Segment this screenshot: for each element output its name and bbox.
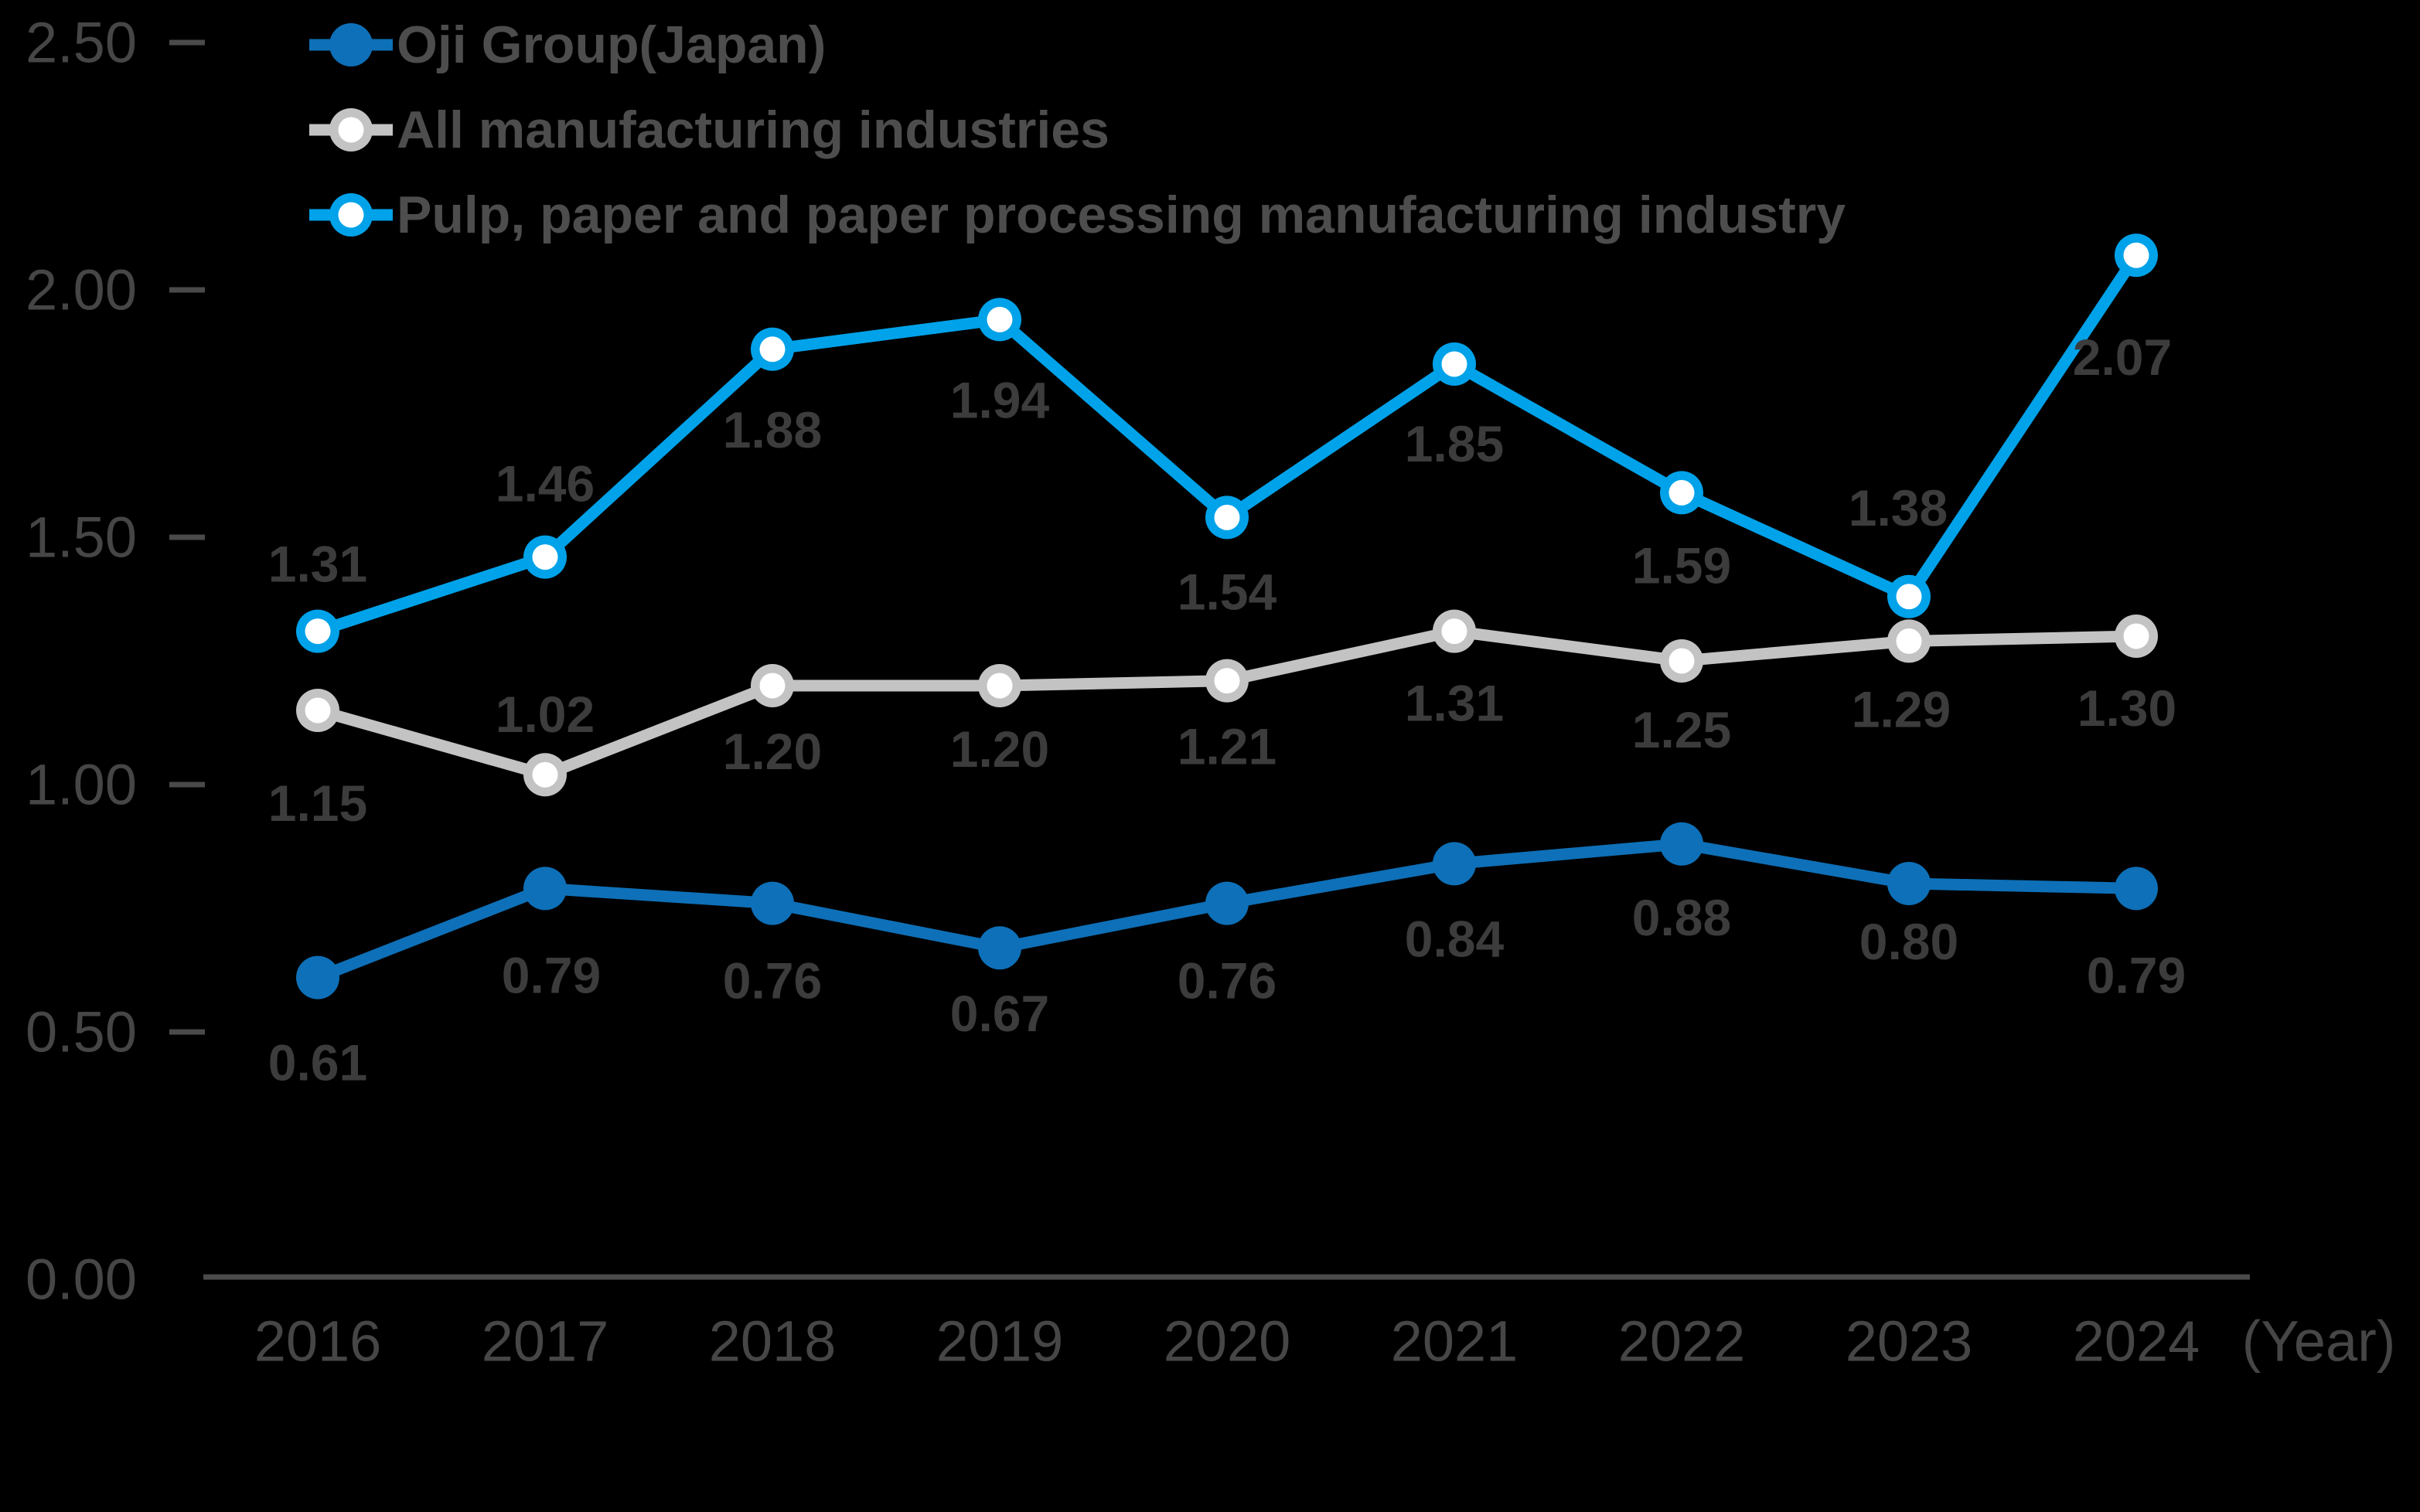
marker-center-pulp-paper-and-paper-processing-manufacturing-industry: [759, 336, 786, 363]
data-label-all-manufacturing-industries: 1.20: [723, 723, 822, 780]
legend-item-all-manufacturing: All manufacturing industries: [309, 100, 1109, 159]
plot-area: 0.00 0.50 1.00 1.50 2.00 2.50 2016 2017 2018 2019…: [26, 11, 2395, 1374]
x-axis-year-label: 2016: [254, 1309, 382, 1374]
data-label-pulp-paper-and-paper-processing-manufacturing-industry: 1.46: [496, 455, 595, 513]
marker-center-all-manufacturing-industries: [532, 761, 558, 788]
legend-label-oji-group: Oji Group(Japan): [397, 15, 826, 74]
legend-ring-center-icon: [338, 117, 364, 143]
x-axis-year-label: 2020: [1164, 1309, 1291, 1374]
marker-center-all-manufacturing-industries: [987, 673, 1013, 699]
data-label-pulp-paper-and-paper-processing-manufacturing-industry: 1.54: [1178, 563, 1277, 620]
marker-center-all-manufacturing-industries: [1441, 618, 1467, 645]
y-axis-tick-label: 2.00: [26, 258, 137, 322]
y-axis-tick-label: 0.50: [26, 1000, 137, 1064]
marker-center-pulp-paper-and-paper-processing-manufacturing-industry: [1896, 584, 1922, 610]
marker-oji-group-japan: [523, 867, 567, 911]
marker-oji-group-japan: [1887, 862, 1931, 905]
y-axis-tick-label: 0.00: [26, 1248, 137, 1312]
data-label-oji-group-japan: 0.76: [1178, 952, 1276, 1010]
data-label-oji-group-japan: 0.80: [1859, 913, 1958, 970]
data-label-pulp-paper-and-paper-processing-manufacturing-industry: 1.88: [723, 401, 822, 458]
data-label-oji-group-japan: 0.67: [950, 985, 1049, 1042]
marker-center-pulp-paper-and-paper-processing-manufacturing-industry: [532, 544, 558, 570]
data-label-all-manufacturing-industries: 1.30: [2077, 679, 2176, 737]
x-axis-year-label: 2023: [1846, 1309, 1973, 1374]
marker-center-pulp-paper-and-paper-processing-manufacturing-industry: [2123, 242, 2149, 268]
x-axis-year-label: 2019: [936, 1309, 1064, 1374]
data-label-all-manufacturing-industries: 1.29: [1852, 680, 1951, 737]
y-axis-tick-label: 2.50: [26, 11, 137, 75]
marker-oji-group-japan: [296, 955, 339, 999]
data-label-all-manufacturing-industries: 1.20: [950, 720, 1049, 778]
data-label-pulp-paper-and-paper-processing-manufacturing-industry: 2.07: [2073, 329, 2172, 386]
marker-oji-group-japan: [2115, 867, 2158, 911]
legend-item-oji-group: Oji Group(Japan): [309, 15, 826, 74]
x-axis-year-label: 2024: [2073, 1309, 2200, 1374]
data-label-oji-group-japan: 0.76: [723, 952, 822, 1010]
marker-oji-group-japan: [1433, 842, 1476, 886]
marker-oji-group-japan: [978, 926, 1021, 970]
legend-filled-circle-icon: [329, 23, 373, 66]
data-label-oji-group-japan: 0.88: [1632, 889, 1731, 946]
data-label-all-manufacturing-industries: 1.21: [1178, 718, 1276, 775]
legend-label-pulp-paper: Pulp, paper and paper processing manufac…: [397, 186, 1846, 244]
data-label-all-manufacturing-industries: 1.25: [1632, 701, 1731, 758]
data-label-pulp-paper-and-paper-processing-manufacturing-industry: 1.85: [1405, 415, 1504, 472]
x-axis-year-label: 2022: [1618, 1309, 1746, 1374]
y-axis-tick-label: 1.00: [26, 753, 137, 817]
marker-center-pulp-paper-and-paper-processing-manufacturing-industry: [987, 306, 1013, 332]
legend-item-pulp-paper: Pulp, paper and paper processing manufac…: [309, 186, 1846, 244]
marker-center-all-manufacturing-industries: [305, 697, 331, 724]
marker-center-all-manufacturing-industries: [759, 673, 786, 699]
marker-oji-group-japan: [1205, 881, 1249, 925]
data-label-oji-group-japan: 0.79: [502, 946, 601, 1003]
marker-center-all-manufacturing-industries: [1214, 668, 1240, 694]
marker-center-pulp-paper-and-paper-processing-manufacturing-industry: [305, 618, 331, 645]
data-label-pulp-paper-and-paper-processing-manufacturing-industry: 1.38: [1849, 479, 1948, 536]
data-label-oji-group-japan: 0.79: [2087, 946, 2186, 1003]
marker-center-pulp-paper-and-paper-processing-manufacturing-industry: [1441, 351, 1467, 377]
data-label-pulp-paper-and-paper-processing-manufacturing-industry: 1.94: [950, 371, 1050, 428]
data-label-all-manufacturing-industries: 1.31: [1405, 675, 1504, 732]
data-label-all-manufacturing-industries: 1.15: [268, 775, 367, 832]
data-label-oji-group-japan: 0.61: [268, 1034, 367, 1091]
data-label-all-manufacturing-industries: 1.02: [496, 686, 595, 743]
x-axis-year-label: 2021: [1391, 1309, 1518, 1374]
marker-oji-group-japan: [751, 881, 794, 925]
legend-label-all-manufacturing: All manufacturing industries: [397, 100, 1109, 159]
marker-center-all-manufacturing-industries: [2123, 623, 2149, 649]
marker-center-all-manufacturing-industries: [1896, 628, 1922, 654]
marker-center-all-manufacturing-industries: [1668, 648, 1695, 674]
legend: Oji Group(Japan) All manufacturing indus…: [309, 15, 1846, 244]
marker-center-pulp-paper-and-paper-processing-manufacturing-industry: [1668, 479, 1695, 506]
y-axis-tick-label: 1.50: [26, 506, 137, 570]
marker-oji-group-japan: [1660, 822, 1703, 866]
x-axis-year-label: 2017: [482, 1309, 609, 1374]
x-axis-unit-label: (Year): [2242, 1309, 2396, 1374]
data-label-pulp-paper-and-paper-processing-manufacturing-industry: 1.31: [268, 536, 367, 593]
marker-center-pulp-paper-and-paper-processing-manufacturing-industry: [1214, 504, 1240, 530]
data-label-oji-group-japan: 0.84: [1405, 910, 1505, 967]
data-label-pulp-paper-and-paper-processing-manufacturing-industry: 1.59: [1632, 536, 1731, 594]
legend-ring-center-icon: [338, 202, 364, 228]
x-axis-year-label: 2018: [709, 1309, 837, 1374]
